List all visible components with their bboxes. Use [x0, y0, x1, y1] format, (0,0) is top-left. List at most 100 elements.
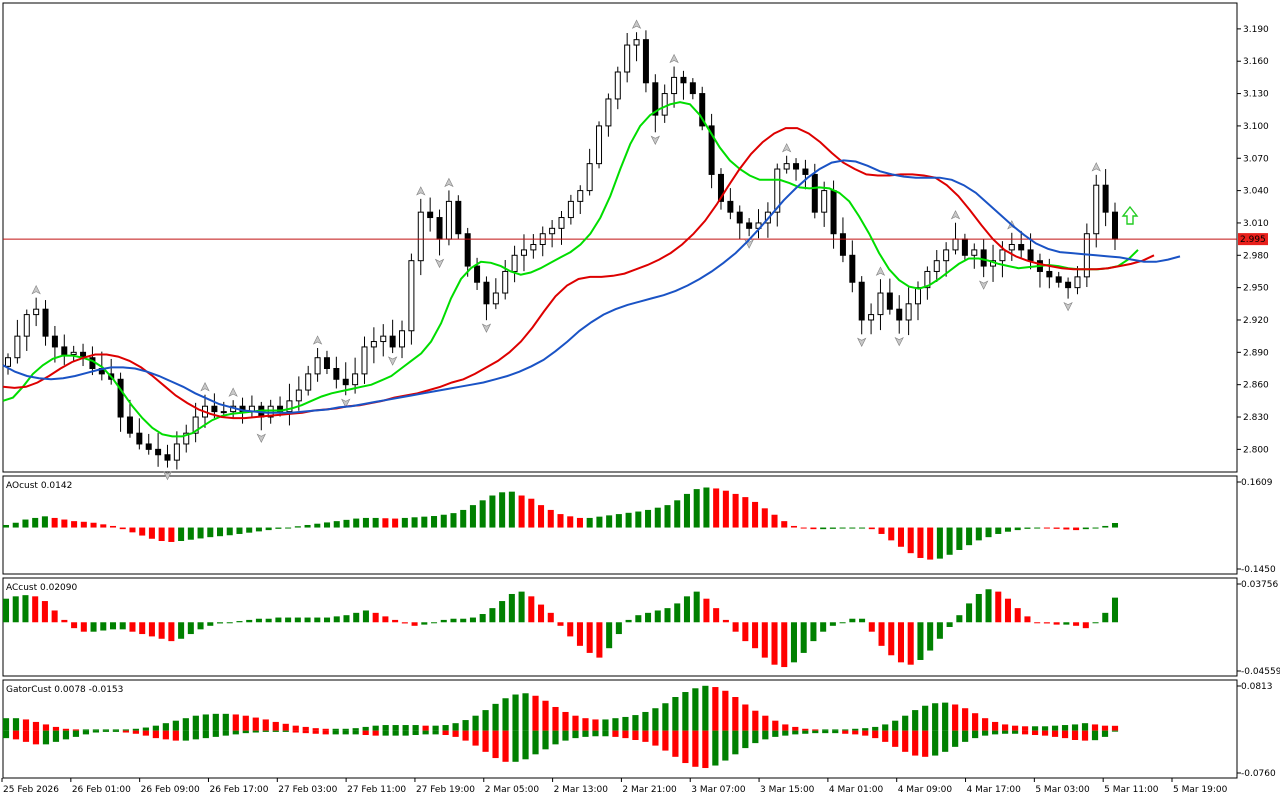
- candle-bear: [436, 217, 443, 240]
- histogram-bar: [502, 698, 509, 731]
- histogram-bar: [792, 730, 799, 735]
- histogram-bar: [522, 730, 529, 760]
- histogram-bar: [1043, 527, 1050, 529]
- histogram-bar: [642, 730, 649, 742]
- histogram-bar: [1053, 527, 1060, 529]
- histogram-bar: [32, 517, 39, 528]
- histogram-bar: [761, 508, 768, 528]
- histogram-bar: [602, 730, 609, 737]
- price-tick-label: 3.190: [1243, 25, 1269, 35]
- candle-bear: [117, 378, 124, 418]
- candle-bear: [342, 378, 349, 386]
- candle-bear: [427, 211, 434, 219]
- histogram-bar: [431, 516, 438, 528]
- candle-bull: [305, 373, 312, 391]
- histogram-bar: [362, 610, 369, 623]
- histogram-bar: [810, 622, 817, 642]
- candle-bear: [1046, 270, 1053, 278]
- histogram-bar: [252, 730, 259, 733]
- histogram-bar: [586, 517, 593, 528]
- indicator-min-label: -0.04559: [1241, 667, 1280, 677]
- histogram-bar: [226, 527, 233, 536]
- histogram-bar: [362, 726, 369, 731]
- candle-bear: [727, 200, 734, 213]
- histogram-bar: [849, 618, 856, 623]
- candle-bear: [708, 125, 715, 175]
- candle-bear: [802, 168, 809, 175]
- candle-bear: [736, 211, 743, 224]
- histogram-bar: [927, 527, 934, 560]
- histogram-bar: [897, 622, 904, 663]
- candle-bull: [370, 341, 377, 348]
- histogram-bar: [1021, 726, 1029, 731]
- histogram-bar: [452, 730, 459, 737]
- time-tick-label: 4 Mar 09:00: [898, 785, 953, 795]
- histogram-bar: [492, 703, 499, 731]
- histogram-bar: [878, 622, 885, 646]
- candle-bear: [680, 76, 687, 84]
- fractal-down-icon: [650, 135, 660, 145]
- candle-bull: [530, 244, 537, 251]
- candle-bull: [905, 303, 912, 321]
- histogram-bar: [401, 517, 408, 528]
- histogram-bar: [975, 527, 982, 541]
- histogram-bar: [207, 622, 214, 626]
- histogram-bar: [232, 730, 239, 735]
- fractal-up-icon: [312, 335, 323, 345]
- histogram-bar: [1041, 726, 1049, 731]
- histogram-bar: [859, 618, 866, 623]
- candle-bear: [1065, 281, 1072, 289]
- time-tick-label: 27 Feb 03:00: [278, 785, 337, 795]
- histogram-bar: [236, 621, 243, 623]
- time-tick-label: 27 Feb 11:00: [347, 785, 406, 795]
- candle-bear: [483, 281, 490, 305]
- histogram-bar: [518, 495, 525, 528]
- histogram-bar: [342, 730, 349, 735]
- histogram-bar: [80, 521, 87, 528]
- histogram-bar: [822, 730, 829, 734]
- histogram-bar: [567, 516, 574, 528]
- histogram-bar: [742, 497, 749, 528]
- histogram-bar: [862, 730, 869, 736]
- candle-bull: [5, 357, 11, 367]
- histogram-bar: [42, 724, 50, 731]
- histogram-bar: [197, 622, 204, 630]
- histogram-bar: [1031, 730, 1039, 736]
- fractal-down-icon: [894, 336, 904, 347]
- histogram-bar: [92, 730, 100, 733]
- histogram-bar: [294, 617, 301, 623]
- histogram-bar: [90, 522, 97, 528]
- histogram-bar: [800, 527, 807, 529]
- candle-bull: [661, 93, 668, 116]
- histogram-bar: [12, 596, 19, 623]
- candle-bear: [961, 238, 968, 256]
- candle-bear: [474, 265, 481, 283]
- time-tick-label: 2 Mar 21:00: [622, 785, 677, 795]
- histogram-bar: [382, 725, 389, 731]
- fractal-down-icon: [434, 258, 445, 269]
- histogram-bar: [132, 728, 139, 731]
- histogram-bar: [1081, 730, 1089, 741]
- histogram-bar: [148, 527, 155, 539]
- time-tick-label: 5 Mar 19:00: [1173, 785, 1228, 795]
- histogram-bar: [592, 730, 599, 737]
- histogram-bar: [353, 612, 360, 623]
- histogram-bar: [1082, 527, 1089, 530]
- histogram-bar: [820, 527, 827, 530]
- histogram-bar: [771, 514, 778, 528]
- histogram-bar: [382, 616, 389, 623]
- histogram-bar: [842, 730, 849, 734]
- histogram-bar: [2, 598, 10, 623]
- histogram-bar: [922, 705, 929, 731]
- histogram-bar: [693, 489, 700, 528]
- histogram-bar: [469, 617, 476, 623]
- fractal-up-icon: [950, 210, 961, 220]
- candle-bull: [520, 249, 527, 256]
- histogram-bar: [849, 527, 856, 529]
- candle-bull: [502, 270, 509, 294]
- histogram-bar: [652, 708, 659, 731]
- histogram-bar: [202, 730, 209, 739]
- histogram-bar: [810, 527, 817, 530]
- histogram-bar: [592, 719, 599, 731]
